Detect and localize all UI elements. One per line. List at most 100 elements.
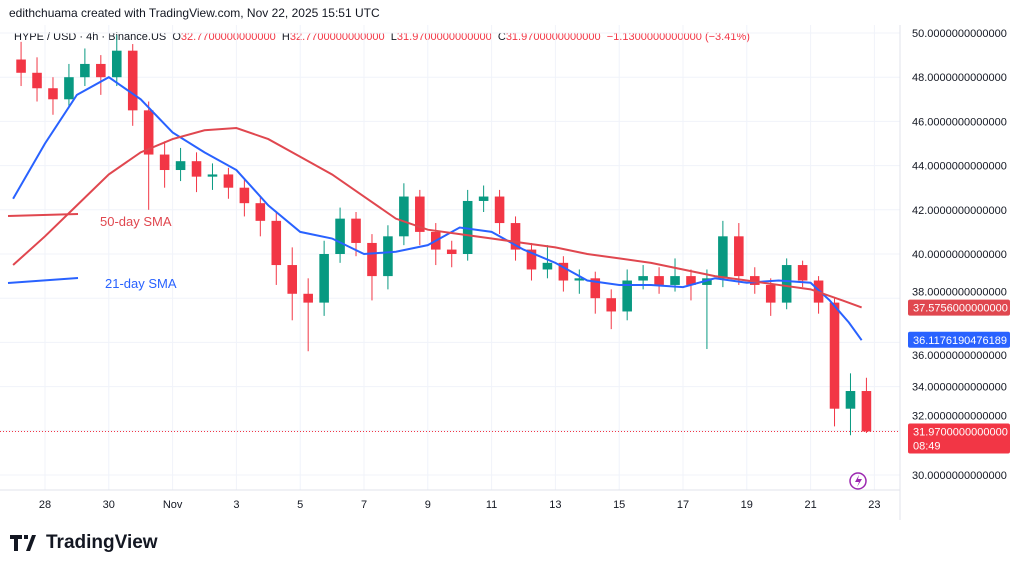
candle-body — [239, 187, 250, 204]
candle-body — [718, 236, 728, 279]
y-tick-label: 32.0000000000000 — [912, 410, 1007, 422]
x-tick-label: 9 — [425, 499, 431, 511]
candle-body — [159, 154, 170, 171]
symbol-info[interactable]: HYPE / USD · 4h · Binance.US — [14, 31, 167, 43]
candle-body — [829, 302, 840, 409]
credit-text: edithchuama created with TradingView.com… — [9, 6, 380, 20]
candle-body — [32, 72, 42, 89]
y-tick-label: 30.0000000000000 — [912, 470, 1007, 482]
candle-body — [654, 276, 664, 285]
close-label: C — [497, 31, 506, 43]
candle-body — [271, 220, 282, 266]
candle-body — [64, 77, 74, 100]
x-tick-label: 23 — [868, 499, 880, 511]
candle-body — [319, 254, 329, 303]
candle-body — [797, 265, 808, 281]
candle — [303, 278, 313, 352]
candle-body — [606, 298, 617, 312]
high-label: H — [281, 31, 290, 43]
candle — [654, 267, 664, 294]
x-tick-label: 11 — [486, 499, 497, 511]
candle-body — [255, 203, 266, 221]
candle-body — [734, 236, 744, 277]
candle — [207, 163, 218, 190]
candle-body — [175, 161, 186, 171]
candle-body — [526, 249, 537, 270]
candle — [415, 189, 425, 246]
x-tick-label: Nov — [163, 499, 183, 511]
close-value: 31.9700000000000 — [505, 31, 601, 43]
candle-body — [223, 174, 234, 188]
candle-body — [781, 265, 792, 303]
candle — [175, 147, 186, 182]
candle — [718, 220, 728, 288]
sma21-price-tag-text: 36.1176190476189 — [913, 335, 1007, 347]
x-tick-label: 17 — [677, 499, 689, 511]
candle — [574, 269, 585, 294]
y-tick-label: 46.0000000000000 — [912, 116, 1007, 128]
candle-body — [622, 280, 632, 312]
candle — [143, 101, 154, 210]
candle — [367, 234, 377, 301]
x-tick-label: 28 — [39, 499, 51, 511]
candle — [510, 216, 521, 261]
candle-body — [670, 276, 680, 285]
candle-body — [749, 276, 760, 285]
candle-body — [510, 223, 521, 250]
candle-body — [287, 265, 298, 294]
candle — [16, 41, 26, 87]
candle — [462, 189, 473, 261]
candle — [287, 247, 298, 321]
candle — [239, 178, 250, 217]
sma-line — [12, 76, 863, 341]
candle — [191, 152, 202, 193]
open-value: 32.7700000000000 — [180, 31, 276, 43]
candle — [80, 48, 90, 87]
candle-body — [191, 161, 202, 177]
candle-body — [845, 391, 856, 409]
candle-body — [383, 236, 393, 277]
candle-body — [48, 88, 58, 100]
y-tick-label: 40.0000000000000 — [912, 249, 1007, 261]
candle — [159, 141, 170, 188]
candle — [271, 212, 282, 285]
candle-body — [415, 196, 425, 232]
candle — [558, 256, 569, 292]
candle — [127, 44, 138, 126]
low-label: L — [390, 31, 397, 43]
y-tick-label: 44.0000000000000 — [912, 161, 1007, 173]
candle — [335, 207, 345, 263]
candle — [702, 269, 712, 350]
countdown-text: 08:49 — [913, 440, 941, 452]
candle-body — [558, 262, 569, 281]
x-tick-label: 7 — [361, 499, 367, 511]
candle-body — [127, 50, 138, 111]
sma21-price-tag — [908, 331, 1010, 348]
candle — [734, 223, 744, 285]
annotation-label: 21-day SMA — [105, 276, 177, 291]
last-price-tag-text: 31.9700000000000 — [913, 426, 1008, 438]
sma50-price-tag-text: 37.5756000000000 — [913, 303, 1008, 315]
candle-body — [351, 218, 361, 243]
candle-body — [686, 276, 696, 285]
candle-body — [446, 249, 457, 254]
candle — [446, 240, 457, 268]
candle — [845, 373, 856, 436]
low-value: 31.9700000000000 — [396, 31, 492, 43]
candle-body — [590, 278, 601, 299]
symbol-legend: HYPE / USD · 4h · Binance.US O32.7700000… — [14, 31, 750, 43]
candle-body — [702, 278, 712, 285]
candle — [96, 55, 106, 95]
open-label: O — [172, 31, 181, 43]
candle-body — [335, 218, 345, 254]
candle-body — [367, 242, 377, 277]
tradingview-logo-icon — [10, 535, 36, 551]
x-tick-label: 30 — [103, 499, 115, 511]
candle — [590, 271, 601, 314]
y-tick-label: 34.0000000000000 — [912, 382, 1007, 394]
lightning-icon-bolt — [855, 475, 862, 487]
change-value: −1.1300000000000 (−3.41%) — [606, 31, 750, 43]
candle — [622, 269, 632, 321]
candle-body — [80, 63, 90, 78]
